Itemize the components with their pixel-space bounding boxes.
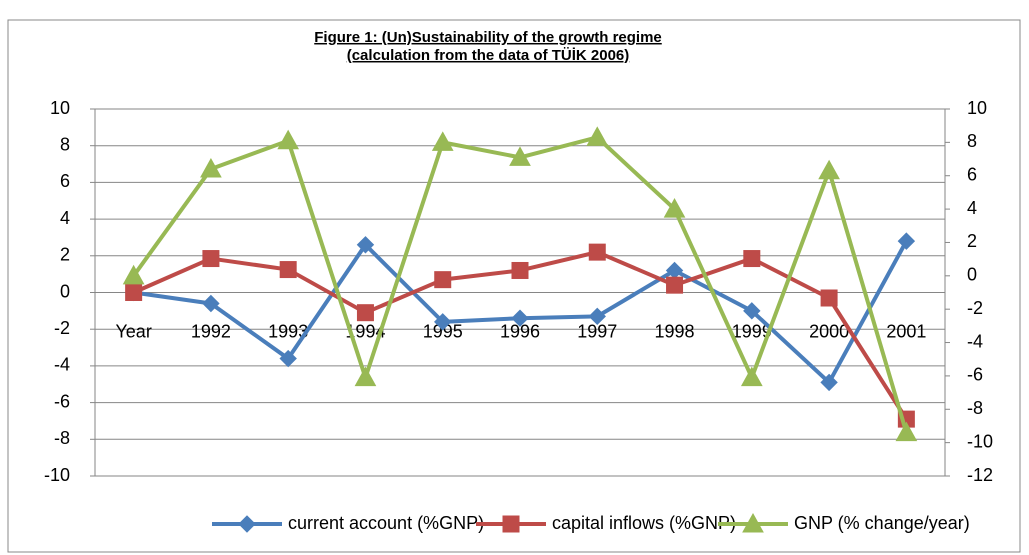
data-point (279, 261, 297, 279)
y-tick-label: -6 (54, 391, 70, 411)
y2-tick-label: 10 (967, 98, 987, 118)
y-tick-label: 0 (60, 281, 70, 301)
y2-tick-label: -10 (967, 431, 993, 451)
y2-tick-label: 2 (967, 231, 977, 251)
data-point (356, 236, 375, 254)
data-point (277, 129, 300, 150)
x-tick-label: 1992 (191, 321, 231, 341)
data-point (818, 159, 840, 180)
data-point (125, 284, 143, 301)
y-tick-label: 4 (60, 208, 70, 228)
data-point (431, 131, 454, 151)
y-tick-label: -8 (54, 428, 70, 448)
x-tick-label: 1995 (423, 321, 463, 341)
x-tick-label: 1994 (345, 321, 385, 341)
data-point (663, 198, 686, 218)
data-point (356, 304, 374, 322)
y2-tick-label: -2 (967, 298, 983, 318)
legend-marker (742, 512, 764, 533)
data-point (511, 261, 529, 279)
x-tick-label: 2000 (809, 321, 849, 341)
y-tick-label: -4 (54, 355, 70, 375)
y2-tick-label: 0 (967, 265, 977, 285)
legend-label: capital inflows (%GNP) (552, 513, 736, 533)
legend-label: current account (%GNP) (288, 513, 484, 533)
data-point (354, 366, 377, 387)
data-point (434, 271, 452, 289)
chart-frame (7, 19, 1021, 553)
x-tick-label: 2001 (886, 321, 926, 341)
y-tick-label: -2 (54, 318, 70, 338)
data-point (279, 349, 297, 368)
y2-tick-label: -12 (967, 465, 993, 485)
data-point (743, 302, 761, 320)
y-tick-label: 2 (60, 245, 70, 265)
chart-subtitle: (calculation from the data of TÜİK 2006) (347, 47, 630, 64)
x-tick-label: Year (115, 321, 151, 341)
y2-tick-label: 6 (967, 164, 977, 184)
x-tick-label: 1998 (655, 321, 695, 341)
y2-tick-label: -4 (967, 331, 983, 351)
y-tick-label: 10 (50, 98, 70, 118)
data-point (895, 421, 918, 442)
y2-tick-label: -8 (967, 398, 983, 418)
data-point (740, 366, 763, 387)
data-point (509, 146, 531, 166)
legend-marker (238, 515, 256, 533)
data-point (820, 289, 838, 307)
data-point (202, 294, 220, 313)
x-tick-label: 1997 (577, 321, 617, 341)
data-point (202, 250, 220, 268)
legend-label: GNP (% change/year) (794, 513, 970, 533)
data-point (588, 243, 606, 261)
data-point (586, 126, 609, 146)
y2-tick-label: 4 (967, 198, 977, 218)
x-tick-label: 1999 (732, 321, 772, 341)
y2-tick-label: -6 (967, 365, 983, 385)
data-point (200, 158, 222, 178)
data-point (820, 373, 838, 392)
data-point (434, 313, 452, 331)
y-tick-label: -10 (44, 465, 70, 485)
data-point (122, 264, 145, 285)
chart-title: Figure 1: (Un)Sustainability of the grow… (314, 29, 662, 46)
x-tick-label: 1993 (268, 321, 308, 341)
data-point (666, 276, 684, 294)
legend-marker (502, 515, 520, 533)
data-point (588, 307, 606, 326)
y-tick-label: 8 (60, 134, 70, 154)
data-point (743, 250, 761, 268)
data-point (511, 309, 529, 327)
y2-tick-label: 8 (967, 131, 977, 151)
y-tick-label: 6 (60, 171, 70, 191)
data-point (897, 232, 916, 250)
x-tick-label: 1996 (500, 321, 540, 341)
